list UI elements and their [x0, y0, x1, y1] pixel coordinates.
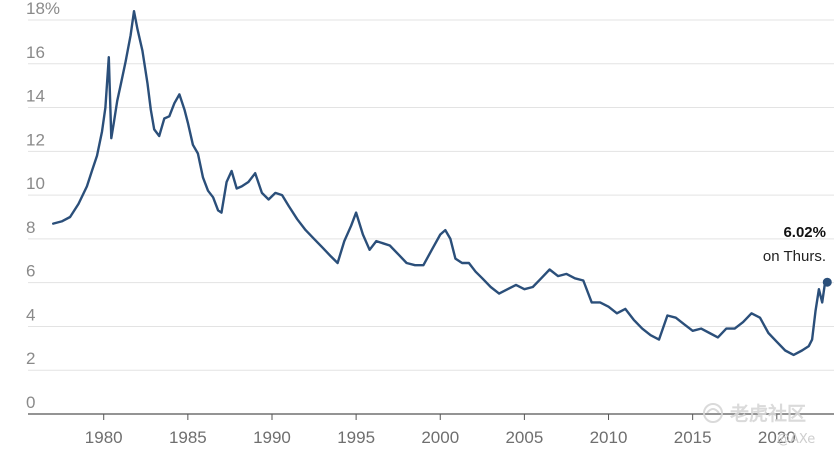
y-tick-label: 12 [26, 130, 45, 149]
x-tick-label: 1980 [85, 428, 123, 447]
x-tick-label: 1990 [253, 428, 291, 447]
watermark-handle: @AXe [777, 432, 815, 447]
y-tick-label: 8 [26, 218, 35, 237]
endpoint-marker [822, 277, 832, 287]
annotation-text: on Thurs. [763, 248, 826, 265]
y-tick-label: 2 [26, 349, 35, 368]
y-tick-label: 10 [26, 174, 45, 193]
annotation-value: 6.02% [783, 224, 826, 241]
watermark: 老虎社区 @AXe [703, 402, 815, 447]
y-tick-label: 16 [26, 43, 45, 62]
watermark-logo-mark-icon [706, 408, 720, 414]
x-tick-label: 2010 [590, 428, 628, 447]
x-tick-label: 2015 [674, 428, 712, 447]
x-tick-label: 2000 [421, 428, 459, 447]
y-tick-label: 4 [26, 305, 35, 324]
watermark-logo-text: 老虎社区 [730, 402, 806, 425]
x-tick-label: 2005 [505, 428, 543, 447]
y-tick-label: 0 [26, 393, 35, 412]
y-tick-label: 14 [26, 87, 45, 106]
y-tick-label: 18% [26, 0, 60, 18]
x-tick-label: 1995 [337, 428, 375, 447]
gridlines [28, 19, 834, 371]
series-line [52, 9, 829, 357]
y-tick-label: 6 [26, 262, 35, 281]
x-axis-ticks: 1980 1985 1990 1995 2000 2005 2010 2015 2020 [85, 414, 796, 447]
y-axis-tick-labels: 0 2 4 6 8 10 12 14 16 18% [26, 0, 60, 412]
watermark-logo-icon [703, 403, 723, 423]
series-layer [52, 9, 832, 357]
x-tick-label: 2020 [758, 428, 796, 447]
x-tick-label: 1985 [169, 428, 207, 447]
